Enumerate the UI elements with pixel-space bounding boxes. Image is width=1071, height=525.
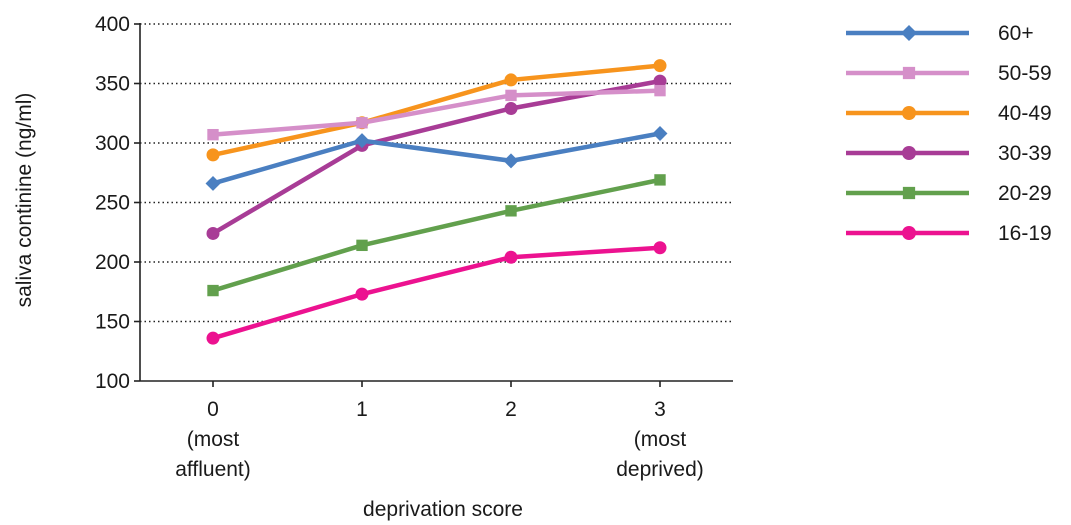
series-20-29: [207, 174, 666, 297]
y-tick-label: 300: [95, 132, 130, 155]
x-tick-label: 0: [207, 398, 219, 421]
data-point: [354, 133, 370, 149]
data-point: [504, 73, 518, 87]
series-50-59: [207, 84, 666, 141]
series-40-49: [206, 59, 667, 162]
legend-label: 16-19: [998, 222, 1052, 245]
legend-item: 20-29: [846, 182, 1052, 205]
data-point: [505, 205, 517, 217]
data-point: [356, 117, 368, 129]
legend-item: 60+: [846, 22, 1034, 45]
data-point: [654, 174, 666, 186]
data-point: [206, 331, 220, 345]
data-point: [356, 239, 368, 252]
data-point: [654, 84, 666, 97]
data-point: [205, 175, 221, 191]
series-layer: [205, 59, 668, 345]
y-axis-ticks: 100 150 200 250 300 350 400: [95, 13, 140, 393]
legend-label: 20-29: [998, 182, 1052, 205]
legend-item: 30-39: [846, 142, 1052, 165]
series-line: [211, 78, 661, 236]
x-tick-label: 2: [505, 398, 517, 421]
data-point: [902, 66, 916, 80]
legend-label: 30-39: [998, 142, 1052, 165]
legend-label: 50-59: [998, 62, 1052, 85]
data-point: [504, 250, 518, 264]
data-point: [207, 284, 219, 297]
data-point: [653, 241, 667, 255]
legend-item: 50-59: [846, 62, 1052, 85]
series-line: [212, 63, 661, 158]
y-tick-label: 200: [95, 251, 130, 274]
data-point: [902, 186, 916, 200]
legend-label: 40-49: [998, 102, 1052, 125]
data-point: [653, 59, 667, 73]
legend-label: 60+: [998, 22, 1034, 45]
y-tick-label: 400: [95, 13, 130, 36]
data-point: [505, 89, 517, 102]
y-axis-title: saliva continine (ng/ml): [13, 93, 36, 308]
legend-item: 40-49: [846, 102, 1052, 125]
x-tick-label: 3: [654, 398, 666, 421]
data-point: [206, 148, 220, 162]
legend-item: 16-19: [846, 222, 1052, 245]
y-tick-label: 150: [95, 311, 130, 334]
data-point: [900, 24, 918, 42]
y-tick-label: 250: [95, 192, 130, 215]
series-16-19: [206, 241, 667, 345]
legend: 60+ 50-59 40-49 30-39 20-29 16-19: [846, 22, 1052, 245]
series-line: [212, 88, 661, 137]
series-60+: [205, 126, 668, 191]
x-tick-label: affluent): [175, 458, 251, 481]
series-line: [212, 245, 661, 341]
data-point: [902, 226, 916, 240]
data-point: [902, 146, 916, 160]
x-axis-ticks: 0 (most affluent) 1 2 3 (most deprived): [175, 381, 704, 481]
y-tick-label: 350: [95, 73, 130, 96]
x-tick-label: 1: [356, 398, 368, 421]
data-point: [653, 74, 667, 88]
x-tick-label: (most: [187, 428, 240, 451]
series-line: [212, 177, 661, 293]
data-point: [355, 287, 369, 301]
data-point: [902, 106, 916, 120]
data-point: [652, 126, 668, 141]
data-point: [504, 101, 518, 115]
data-point: [206, 226, 220, 240]
x-tick-label: deprived): [616, 458, 704, 481]
x-tick-label: (most: [634, 428, 687, 451]
data-point: [503, 153, 519, 169]
data-point: [207, 128, 219, 141]
series-line: [212, 131, 661, 186]
y-tick-label: 100: [95, 370, 130, 393]
x-axis-title: deprivation score: [363, 498, 523, 521]
